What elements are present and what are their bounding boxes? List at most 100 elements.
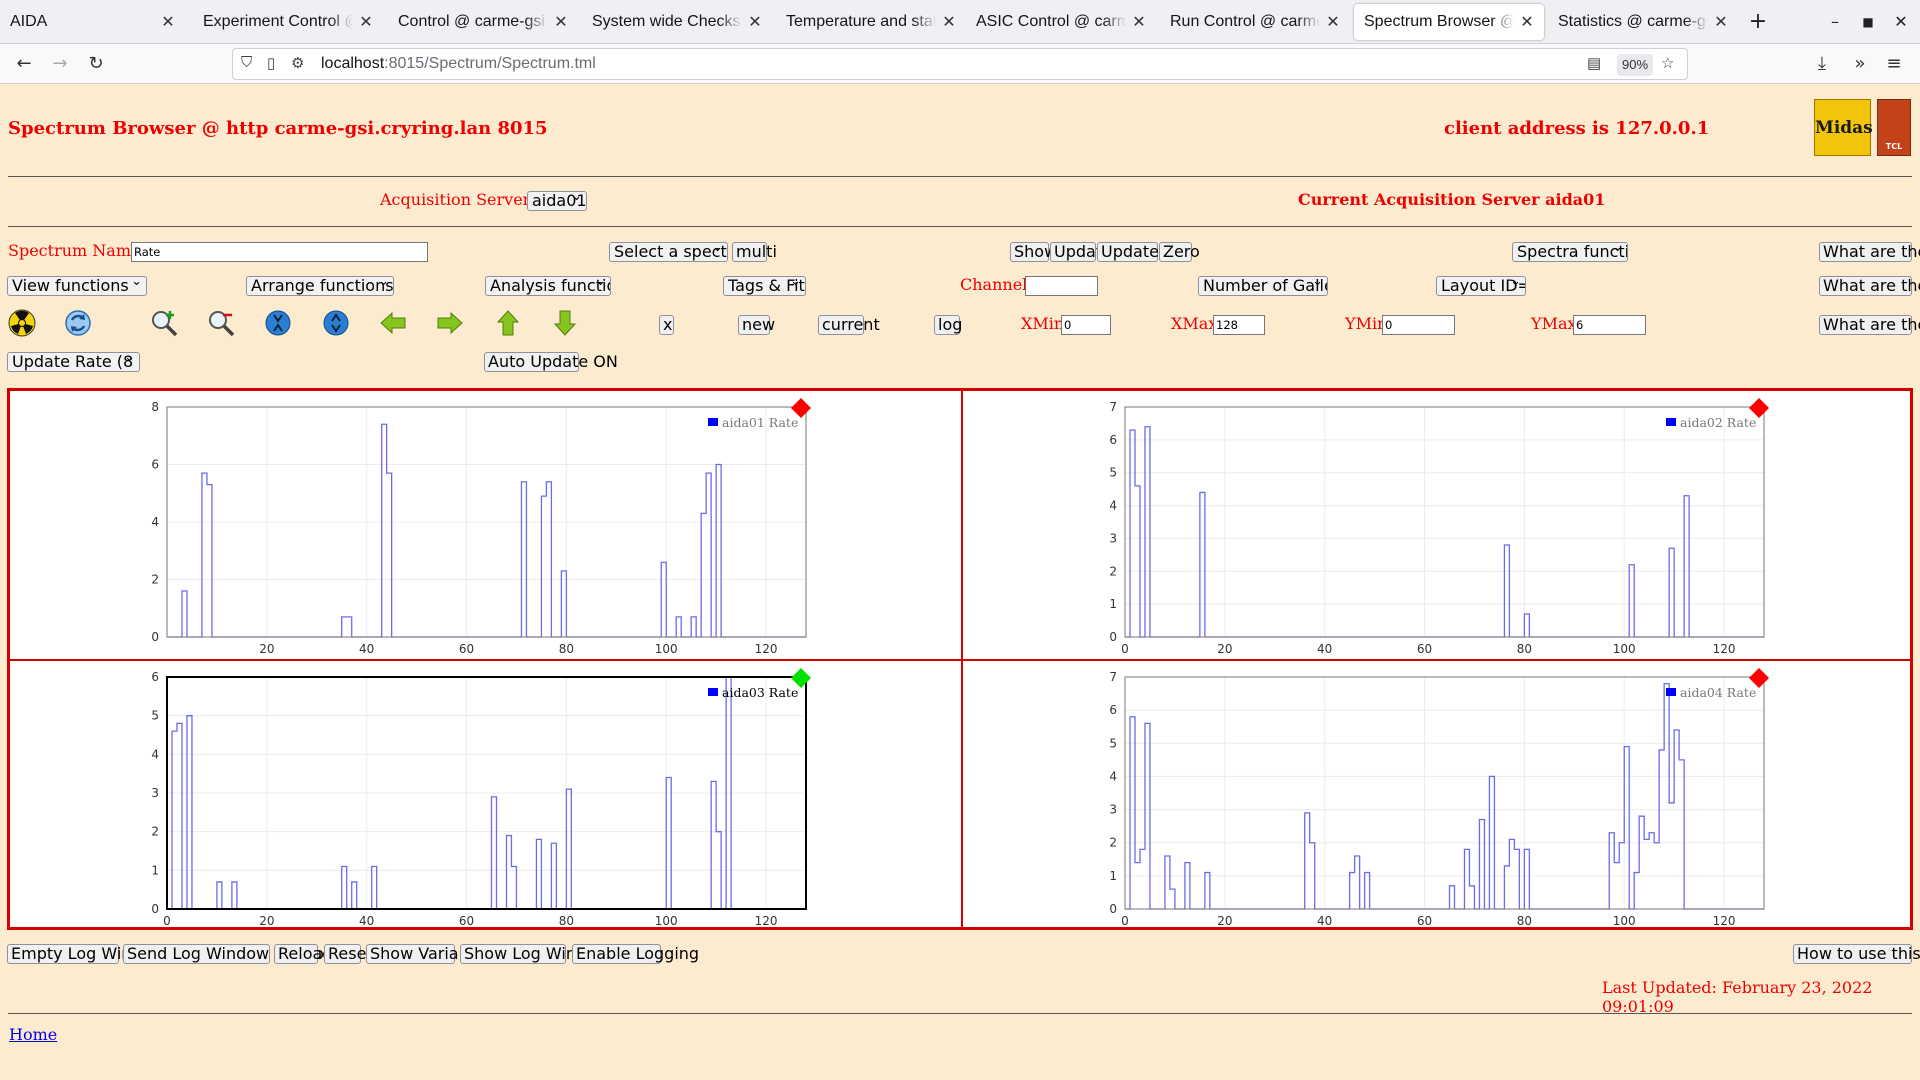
close-icon[interactable]: ✕ bbox=[161, 14, 175, 31]
layout-dropdown[interactable]: Layout ID=1 bbox=[1436, 276, 1526, 296]
spectrum-panel-aida03[interactable]: 0 20 40 60 80 100 120 0 1 2 3 4 5 6 aida03 Rate bbox=[9, 660, 962, 928]
number-of-galleries-dropdown[interactable]: Number of Galleries bbox=[1198, 276, 1328, 296]
y-tick-label: 2 bbox=[151, 825, 159, 839]
what-are-these-button-2[interactable]: What are these? bbox=[1819, 276, 1920, 296]
send-log-to-elog-button[interactable]: Send Log Window to ELog bbox=[123, 944, 334, 964]
spectrum-chart[interactable]: 0 20 40 60 80 100 120 0 1 2 3 4 5 6 7 aida04 Rate bbox=[963, 661, 1912, 929]
spectrum-trace bbox=[1125, 682, 1764, 910]
compress-y-icon[interactable] bbox=[321, 308, 351, 338]
tab-spectrum-browser[interactable]: Spectrum Browser @ carme-gsi ✕ bbox=[1354, 4, 1544, 40]
forward-icon[interactable]: → bbox=[52, 53, 68, 74]
overflow-icon[interactable]: » bbox=[1854, 53, 1866, 74]
multi-button[interactable]: multi bbox=[732, 242, 777, 262]
close-icon[interactable]: ✕ bbox=[942, 14, 956, 31]
tab-control[interactable]: Control @ carme-gsi ✕ bbox=[388, 4, 578, 40]
tab-experiment-control[interactable]: Experiment Control @ carme-gsi ✕ bbox=[193, 4, 383, 40]
shield-icon[interactable]: ⛉ bbox=[241, 54, 253, 71]
bookmark-star-icon[interactable]: ☆ bbox=[1661, 55, 1675, 72]
update-all-button[interactable]: Update All bbox=[1097, 242, 1184, 262]
xmin-input[interactable]: 0 bbox=[1061, 315, 1111, 335]
log-button[interactable]: log bbox=[934, 315, 962, 335]
empty-log-window-button[interactable]: Empty Log Window bbox=[7, 944, 164, 964]
arrow-up-icon[interactable] bbox=[493, 308, 523, 338]
close-icon[interactable]: ✕ bbox=[1714, 14, 1728, 31]
tab-asic-control[interactable]: ASIC Control @ carme-gsi ✕ bbox=[966, 4, 1156, 40]
close-icon[interactable]: ✕ bbox=[359, 14, 373, 31]
page-icon[interactable]: ▯ bbox=[267, 55, 276, 72]
zoom-level[interactable]: 90% bbox=[1617, 54, 1653, 76]
what-are-these-button[interactable]: What are these? bbox=[1819, 242, 1920, 262]
spectrum-panel-aida02[interactable]: 0 20 40 60 80 100 120 0 1 2 3 4 5 6 7 aida02 Rate bbox=[962, 390, 1911, 660]
acquisition-server-select[interactable]: aida01 bbox=[527, 191, 587, 211]
minimize-icon[interactable]: – bbox=[1831, 12, 1839, 31]
spectrum-chart[interactable]: 0 20 40 60 80 100 120 0 1 2 3 4 5 6 7 aida02 Rate bbox=[963, 391, 1912, 661]
zoom-out-icon[interactable] bbox=[206, 308, 236, 338]
what-are-these-button-3[interactable]: What are these? bbox=[1819, 315, 1920, 335]
close-icon[interactable]: ✕ bbox=[1520, 14, 1534, 31]
channel-input[interactable] bbox=[1025, 276, 1098, 296]
permissions-icon[interactable]: ⚙ bbox=[291, 55, 305, 72]
analysis-functions-dropdown[interactable]: Analysis functions bbox=[485, 276, 611, 296]
y-tick-label: 6 bbox=[151, 458, 159, 472]
y-tick-label: 4 bbox=[1109, 499, 1117, 513]
auto-update-button[interactable]: Auto Update ON bbox=[484, 352, 618, 372]
tab-temperature-status[interactable]: Temperature and status @ carme-gsi ✕ bbox=[776, 4, 966, 40]
back-icon[interactable]: ← bbox=[16, 53, 32, 74]
maximize-icon[interactable]: ■ bbox=[1862, 15, 1874, 29]
ymax-input[interactable]: 6 bbox=[1573, 315, 1646, 335]
show-variables-button[interactable]: Show Variables bbox=[366, 944, 491, 964]
arrow-down-icon[interactable] bbox=[550, 308, 580, 338]
spectrum-chart[interactable]: 0 20 40 60 80 100 120 0 1 2 3 4 5 6 aida03 Rate bbox=[10, 661, 963, 929]
y-tick-label: 2 bbox=[151, 573, 159, 587]
close-icon[interactable]: ✕ bbox=[1132, 14, 1146, 31]
new-tab-icon[interactable]: + bbox=[1748, 9, 1768, 34]
radiation-icon[interactable] bbox=[7, 308, 37, 338]
spectra-functions-dropdown[interactable]: Spectra functions bbox=[1512, 242, 1628, 262]
show-log-window-button[interactable]: Show Log Window bbox=[460, 944, 609, 964]
update-rate-dropdown[interactable]: Update Rate (8 secs) bbox=[7, 352, 140, 372]
zero-button[interactable]: Zero bbox=[1159, 242, 1200, 262]
close-icon[interactable]: ✕ bbox=[1326, 14, 1340, 31]
close-icon[interactable]: ✕ bbox=[554, 14, 568, 31]
spectrum-panel-aida01[interactable]: 20 40 60 80 100 120 0 2 4 6 8 aida01 Rate bbox=[9, 390, 962, 660]
reload-icon[interactable]: ↻ bbox=[88, 53, 104, 74]
x-tick-label: 40 bbox=[359, 914, 374, 928]
refresh-icon[interactable] bbox=[63, 308, 93, 338]
download-icon[interactable]: ⤓ bbox=[1818, 53, 1826, 74]
url-bar[interactable]: ⛉ ▯ ⚙ localhost:8015/Spectrum/Spectrum.t… bbox=[232, 48, 1688, 80]
spectrum-name-input[interactable]: Rate bbox=[131, 242, 428, 262]
close-icon[interactable]: ✕ bbox=[748, 14, 762, 31]
url-text: localhost:8015/Spectrum/Spectrum.tml bbox=[321, 55, 596, 73]
current-button[interactable]: current bbox=[818, 315, 880, 335]
acquisition-servers-label: Acquisition Servers bbox=[380, 190, 539, 209]
spectrum-chart[interactable]: 20 40 60 80 100 120 0 2 4 6 8 aida01 Rate bbox=[10, 391, 963, 661]
new-button[interactable]: new bbox=[738, 315, 775, 335]
spectrum-panel-aida04[interactable]: 0 20 40 60 80 100 120 0 1 2 3 4 5 6 7 aida04 Rate bbox=[962, 660, 1911, 928]
tab-aida[interactable]: AIDA ✕ bbox=[0, 4, 185, 40]
show-button[interactable]: Show bbox=[1010, 242, 1057, 262]
enable-logging-button[interactable]: Enable Logging bbox=[572, 944, 699, 964]
tab-run-control[interactable]: Run Control @ carme-gsi ✕ bbox=[1160, 4, 1350, 40]
zoom-in-icon[interactable] bbox=[149, 308, 179, 338]
menu-icon[interactable]: ≡ bbox=[1886, 53, 1902, 74]
how-to-use-button[interactable]: How to use this page bbox=[1793, 944, 1920, 964]
window-close-icon[interactable]: ✕ bbox=[1894, 12, 1908, 31]
tab-system-wide-checks[interactable]: System wide Checks @ carme-gsi ✕ bbox=[582, 4, 772, 40]
arrow-right-icon[interactable] bbox=[435, 308, 465, 338]
xmax-input[interactable]: 128 bbox=[1213, 315, 1265, 335]
ymin-input[interactable]: 0 bbox=[1382, 315, 1455, 335]
update-button[interactable]: Update bbox=[1050, 242, 1112, 262]
arrow-left-icon[interactable] bbox=[378, 308, 408, 338]
home-link[interactable]: Home bbox=[9, 1025, 58, 1044]
y-tick-label: 5 bbox=[1109, 466, 1117, 480]
x-button[interactable]: x bbox=[659, 315, 674, 335]
tags-fits-dropdown[interactable]: Tags & Fits bbox=[723, 276, 806, 296]
expand-y-icon[interactable] bbox=[263, 308, 293, 338]
arrange-functions-dropdown[interactable]: Arrange functions bbox=[246, 276, 394, 296]
select-spectrum-dropdown[interactable]: Select a spectrum bbox=[609, 242, 728, 262]
view-functions-dropdown[interactable]: View functions bbox=[7, 276, 147, 296]
reload-button[interactable]: Reload bbox=[274, 944, 332, 964]
reset-button[interactable]: Reset bbox=[324, 944, 373, 964]
tab-statistics[interactable]: Statistics @ carme-gsi ✕ bbox=[1548, 4, 1738, 40]
reader-view-icon[interactable]: ▤ bbox=[1587, 55, 1602, 72]
